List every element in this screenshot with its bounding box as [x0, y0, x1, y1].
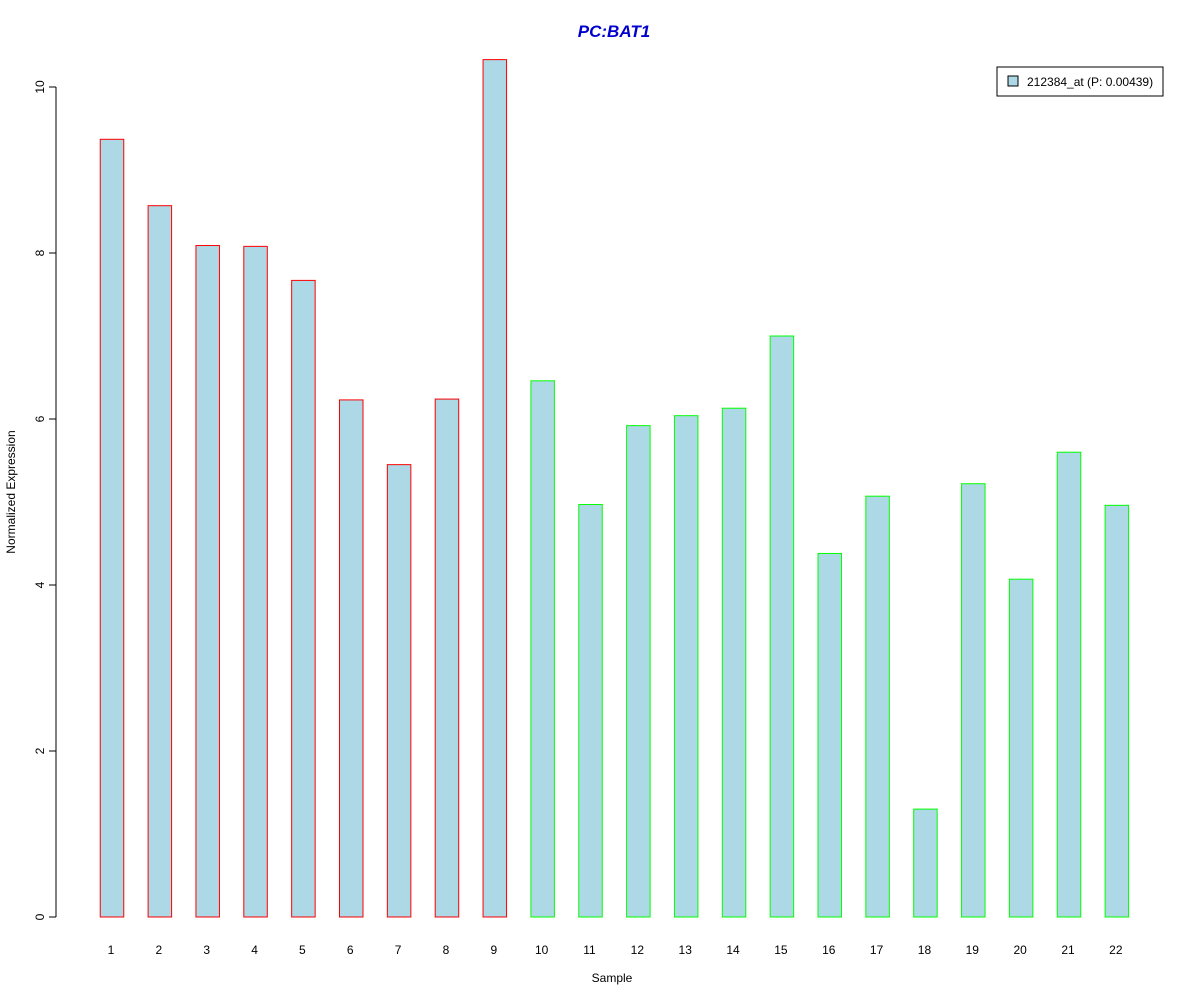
x-tick-label: 18 [918, 943, 932, 957]
legend-box [996, 66, 1164, 97]
x-tick-label: 4 [251, 943, 258, 957]
y-tick-label: 6 [33, 415, 47, 422]
x-tick-label: 12 [631, 943, 645, 957]
x-tick-label: 7 [395, 943, 402, 957]
y-tick-label: 4 [33, 581, 47, 588]
bar [195, 245, 220, 918]
x-tick-label: 1 [108, 943, 115, 957]
chart-title: PC:BAT1 [578, 22, 650, 41]
x-tick-label: 9 [490, 943, 497, 957]
y-axis-label: Normalized Expression [4, 430, 18, 553]
x-tick-label: 13 [679, 943, 693, 957]
bar [1008, 578, 1034, 918]
bar [769, 335, 795, 918]
y-tick-label: 2 [33, 747, 47, 754]
bar [339, 399, 364, 918]
x-tick-label: 21 [1061, 943, 1075, 957]
bar [961, 483, 986, 918]
x-tick-label: 2 [156, 943, 163, 957]
bar [1104, 504, 1130, 918]
x-tick-label: 3 [203, 943, 210, 957]
x-tick-label: 11 [583, 943, 596, 957]
bar [913, 808, 938, 918]
bar [291, 279, 316, 918]
bar [147, 205, 173, 918]
bar [99, 138, 125, 918]
x-tick-label: 5 [299, 943, 306, 957]
bar [243, 245, 268, 918]
x-tick-label: 15 [774, 943, 788, 957]
bar [386, 464, 412, 918]
x-tick-label: 20 [1013, 943, 1027, 957]
y-tick-label: 10 [33, 80, 47, 94]
bar [482, 59, 508, 918]
bar [1056, 451, 1082, 918]
legend-swatch [1007, 75, 1019, 87]
x-axis-label: Sample [592, 971, 633, 985]
x-tick-label: 6 [347, 943, 354, 957]
x-tick-label: 19 [966, 943, 980, 957]
bar [673, 415, 699, 918]
bar [865, 495, 890, 918]
y-tick-label: 0 [33, 913, 47, 920]
x-tick-label: 14 [726, 943, 740, 957]
x-tick-label: 8 [443, 943, 450, 957]
legend-label: 212384_at (P: 0.00439) [1027, 75, 1153, 89]
legend: 212384_at (P: 0.00439) [996, 66, 1164, 97]
x-tick-label: 16 [822, 943, 836, 957]
x-tick-label: 17 [870, 943, 884, 957]
bar [530, 380, 555, 918]
y-tick-label: 8 [33, 249, 47, 256]
y-ticks: 0 2 4 6 8 10 [33, 80, 56, 920]
bar [626, 425, 651, 918]
x-tick-label: 10 [535, 943, 549, 957]
bar [721, 407, 747, 918]
bar [817, 552, 842, 918]
x-tick-label: 22 [1109, 943, 1123, 957]
bars [99, 59, 1130, 918]
bar [434, 398, 460, 918]
y-axis: 0 2 4 6 8 10 [33, 80, 57, 920]
bar [578, 503, 603, 918]
x-tick-labels: 1 2 3 4 5 6 7 8 9 10 11 12 13 14 15 16 17 18 19 20 21 22 [108, 943, 1123, 957]
